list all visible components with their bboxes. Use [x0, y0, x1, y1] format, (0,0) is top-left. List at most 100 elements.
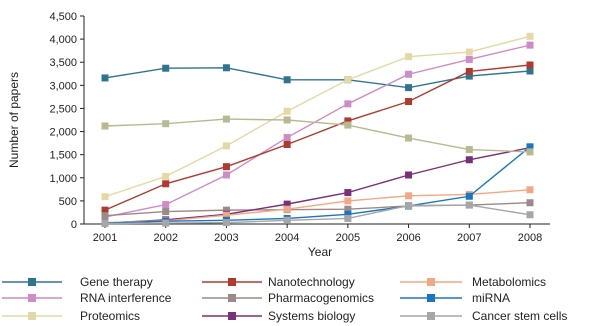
data-point	[344, 121, 352, 129]
data-point	[101, 206, 109, 214]
data-point	[344, 117, 352, 125]
data-point	[101, 74, 109, 82]
y-tick-label: 4,000	[49, 34, 77, 46]
data-point	[283, 200, 291, 208]
data-point	[162, 219, 170, 227]
series-line	[104, 189, 531, 224]
data-point	[344, 210, 352, 218]
data-point	[222, 142, 230, 150]
series-layer	[101, 32, 534, 228]
data-point	[101, 122, 109, 130]
data-point	[526, 199, 534, 207]
legend-label: Proteomics	[80, 309, 140, 323]
y-tick-label: 2,000	[49, 127, 77, 139]
data-point	[222, 64, 230, 72]
legend-marker	[28, 312, 36, 320]
data-point	[222, 206, 230, 214]
data-point	[283, 107, 291, 115]
legend-label: RNA interference	[80, 291, 172, 305]
data-point	[465, 55, 473, 63]
legend-marker	[427, 278, 435, 286]
legend-label: miRNA	[472, 291, 510, 305]
x-tick-label: 2005	[336, 232, 360, 244]
data-point	[101, 212, 109, 220]
data-point	[465, 201, 473, 209]
data-point	[344, 76, 352, 84]
data-point	[222, 211, 230, 219]
data-point	[344, 205, 352, 213]
data-point	[283, 76, 291, 84]
y-tick-label: 3,500	[49, 57, 77, 69]
data-point	[344, 100, 352, 108]
series-line	[104, 204, 531, 225]
y-tick-label: 4,500	[49, 11, 77, 23]
x-tick-label: 2003	[214, 232, 238, 244]
x-tick-label: 2007	[457, 232, 481, 244]
series-line	[104, 67, 531, 89]
data-point	[405, 171, 413, 179]
legend-label: Metabolomics	[472, 275, 546, 289]
data-point	[465, 146, 473, 154]
data-point	[222, 115, 230, 123]
legend-item: Systems biology	[202, 309, 355, 323]
y-axis-title: Number of papers	[7, 72, 21, 168]
y-tick-label: 1,500	[49, 150, 77, 162]
data-point	[526, 32, 534, 40]
data-point	[283, 216, 291, 224]
legend-item: RNA interference	[2, 291, 172, 305]
y-tick-label: 0	[71, 219, 77, 231]
legend-label: Gene therapy	[80, 275, 153, 289]
data-point	[405, 70, 413, 78]
x-tick-label: 2001	[93, 232, 117, 244]
legend-label: Pharmacogenomics	[268, 291, 374, 305]
data-point	[162, 180, 170, 188]
data-point	[222, 219, 230, 227]
data-point	[526, 61, 534, 69]
data-point	[405, 134, 413, 142]
data-point	[526, 211, 534, 219]
legend-item: Gene therapy	[2, 275, 153, 289]
data-point	[283, 134, 291, 142]
data-point	[465, 156, 473, 164]
data-point	[162, 208, 170, 216]
data-point	[162, 172, 170, 180]
x-tick-label: 2006	[396, 232, 420, 244]
data-point	[526, 41, 534, 49]
data-point	[101, 220, 109, 228]
legend-item: Pharmacogenomics	[202, 291, 374, 305]
data-point	[465, 72, 473, 80]
data-point	[405, 192, 413, 200]
legend-marker	[28, 294, 36, 302]
series-nanotechnology	[101, 61, 534, 214]
data-point	[283, 140, 291, 148]
y-axis: 0 500 1,000 1,500 2,000 2,500 3,000 3,500 4,000 4…	[49, 11, 85, 231]
data-point	[222, 163, 230, 171]
data-point	[526, 148, 534, 156]
legend: Gene therapy RNA interference Proteomics Na…	[2, 275, 567, 323]
data-point	[465, 192, 473, 200]
legend-item: miRNA	[400, 291, 510, 305]
legend-label: Nanotechnology	[268, 275, 355, 289]
y-tick-label: 2,500	[49, 103, 77, 115]
legend-marker	[228, 294, 236, 302]
x-axis: 2001 2002 2003 2004 2005 2006 2007 2008	[84, 223, 550, 244]
x-tick-label: 2008	[518, 232, 542, 244]
legend-marker	[228, 278, 236, 286]
data-point	[162, 201, 170, 209]
y-tick-label: 3,000	[49, 80, 77, 92]
data-point	[162, 120, 170, 128]
data-point	[101, 193, 109, 201]
data-point	[526, 67, 534, 75]
data-point	[405, 98, 413, 106]
y-tick-label: 500	[59, 196, 77, 208]
legend-item: Proteomics	[2, 309, 140, 323]
legend-item: Metabolomics	[400, 275, 546, 289]
legend-marker	[28, 278, 36, 286]
x-tick-label: 2004	[275, 232, 299, 244]
data-point	[344, 214, 352, 222]
series-unlabeled	[101, 115, 534, 156]
data-point	[526, 143, 534, 151]
series-line	[104, 44, 531, 218]
y-tick-label: 1,000	[49, 173, 77, 185]
